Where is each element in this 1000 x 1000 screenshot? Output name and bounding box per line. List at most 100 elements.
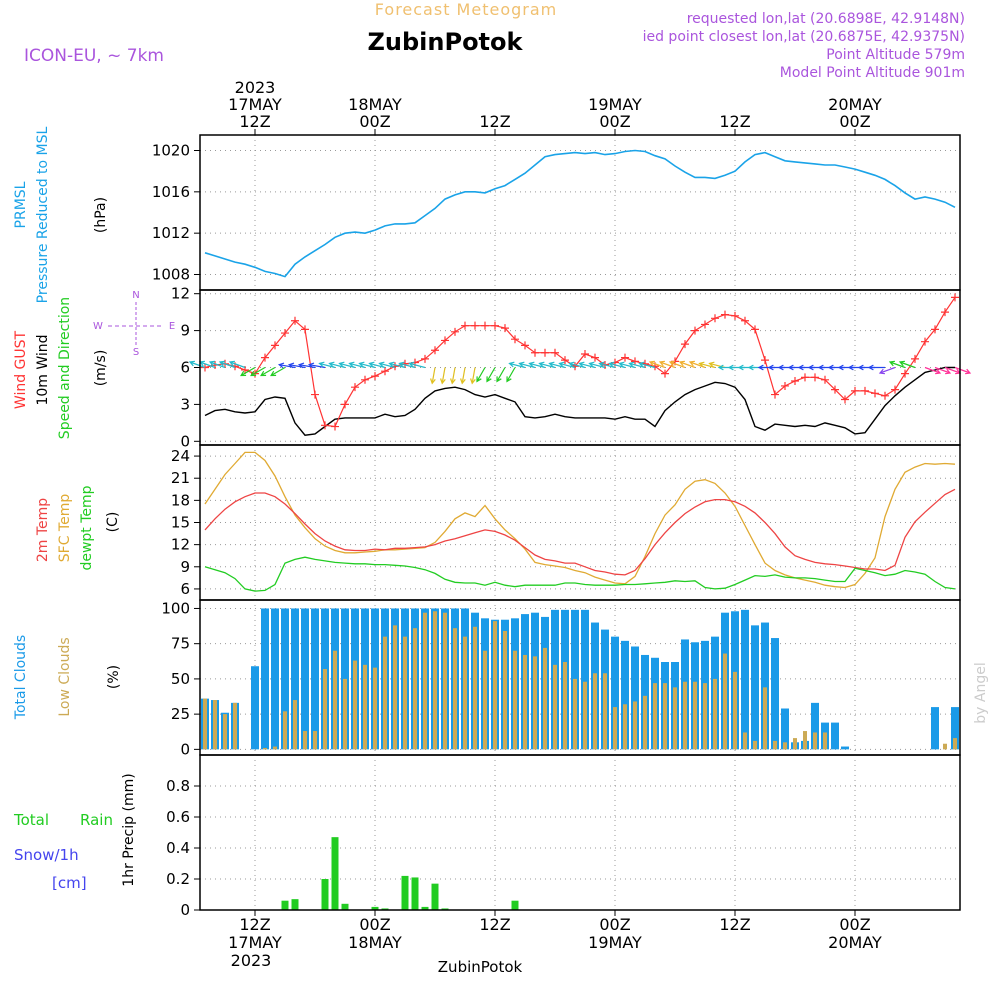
gust-point [881,391,889,400]
gust-point [341,400,349,409]
total-label: Total [13,811,49,829]
low-clouds-bar [613,707,617,750]
gust-point [501,324,509,333]
rain-bar [411,877,419,910]
low-clouds-bar [353,660,357,750]
total-clouds-bar [611,636,619,750]
low-clouds-bar [683,681,687,750]
gust-point [941,308,949,317]
y-tick-label: 6 [180,359,190,377]
total-clouds-bar [741,609,749,750]
t2m-line [204,488,956,576]
y-tick-label: 0 [180,901,190,919]
compass-s: S [133,347,139,358]
wind-direction-arrow [307,362,326,369]
wind-direction-arrow [648,360,666,369]
time-date-label-bottom: 20MAY [828,933,882,952]
temp-unit: (C) [105,512,121,533]
gust-point [851,386,859,395]
wind-direction-arrow [898,360,916,369]
wind-direction-arrow [240,366,256,377]
wind-direction-arrow [470,367,476,385]
low-clouds-bar [413,628,417,750]
bottom-year: 2023 [231,951,272,970]
gust-point [511,335,519,344]
time-date-label-bottom: 17MAY [228,933,282,952]
wind-direction-arrow [486,367,496,383]
gust-point [541,348,549,357]
rain-bar [381,908,389,910]
low-clouds-bar [463,636,467,750]
gust-label: Wind GUST [13,330,29,409]
y-tick-label: 0.4 [166,839,190,857]
low-clouds-bar [493,621,497,750]
clouds-unit: (%) [106,665,122,689]
y-tick-label: 1020 [152,142,190,160]
total-clouds-bar [751,625,759,750]
top-year: 2023 [235,78,276,97]
wind-direction-arrow [658,360,676,369]
panel-frame [199,754,961,911]
side-labels: PRMSL Pressure Reduced to MSL (hPa) Wind… [13,126,989,892]
y-tick-label: 12 [171,285,190,303]
compass-rose: N S W E [93,290,175,358]
gust-point [361,375,369,384]
footer-location: ZubinPotok [438,958,523,976]
low-clouds-bar [693,681,697,750]
gust-point [581,349,589,358]
wind-direction-arrow [250,366,266,377]
rain-bar [321,879,329,910]
time-date-label-top: 17MAY [228,95,282,114]
wind-direction-arrow [867,364,885,371]
rain-bar [401,875,409,910]
low-clouds-bar [503,631,507,750]
gust-point [461,321,469,330]
gust-point [451,327,459,336]
compass-w: W [93,321,103,332]
gust-point [301,325,309,334]
low-clouds-bar [373,667,377,750]
low-clouds-bar [563,662,567,750]
total-clouds-bar [781,708,789,750]
gust-point [811,373,819,382]
wind-unit: (m/s) [93,350,109,387]
low-clouds-bar [783,742,787,750]
point-altitude: Point Altitude 579m [826,47,965,63]
low-clouds-bar [713,678,717,750]
wind-direction-arrow [476,367,486,383]
time-hour-label-top: 12Z [479,112,510,131]
panel-4: 0 0.2 0.4 0.6 0.8 [166,754,961,919]
low-clouds-bar [733,671,737,750]
total-clouds-bar [761,622,769,750]
total-clouds-bar [251,666,259,750]
wind-direction-arrow [450,367,456,385]
watermark: by Angel [973,662,989,723]
y-tick-label: 6 [180,580,190,598]
snow-label: Snow/1h [14,846,79,864]
rain-label: Rain [80,811,113,829]
low-clouds-bar [743,732,747,750]
gust-point [281,329,289,338]
gust-point [261,353,269,362]
low-clouds-bar [673,687,677,750]
gust-point [521,341,529,350]
low-clouds-bar [213,700,217,750]
time-date-label-bottom: 18MAY [348,933,402,952]
low-clouds-bar [593,673,597,750]
gust-point [891,385,899,394]
total-clouds-bar [951,707,959,750]
low-clouds-bar [303,731,307,750]
rain-bar [431,883,439,910]
gust-point [311,390,319,399]
gust-point [661,369,669,378]
total-clouds-label: Total Clouds [13,635,29,720]
low-clouds-bar [543,647,547,750]
wind-direction-arrow [924,366,942,375]
gust-point [741,316,749,325]
wind-direction-arrow [270,366,286,377]
gust-point [951,293,959,302]
gust-point [771,390,779,399]
low-clouds-bar [803,731,807,750]
gust-point [471,321,479,330]
gust-point [721,310,729,319]
